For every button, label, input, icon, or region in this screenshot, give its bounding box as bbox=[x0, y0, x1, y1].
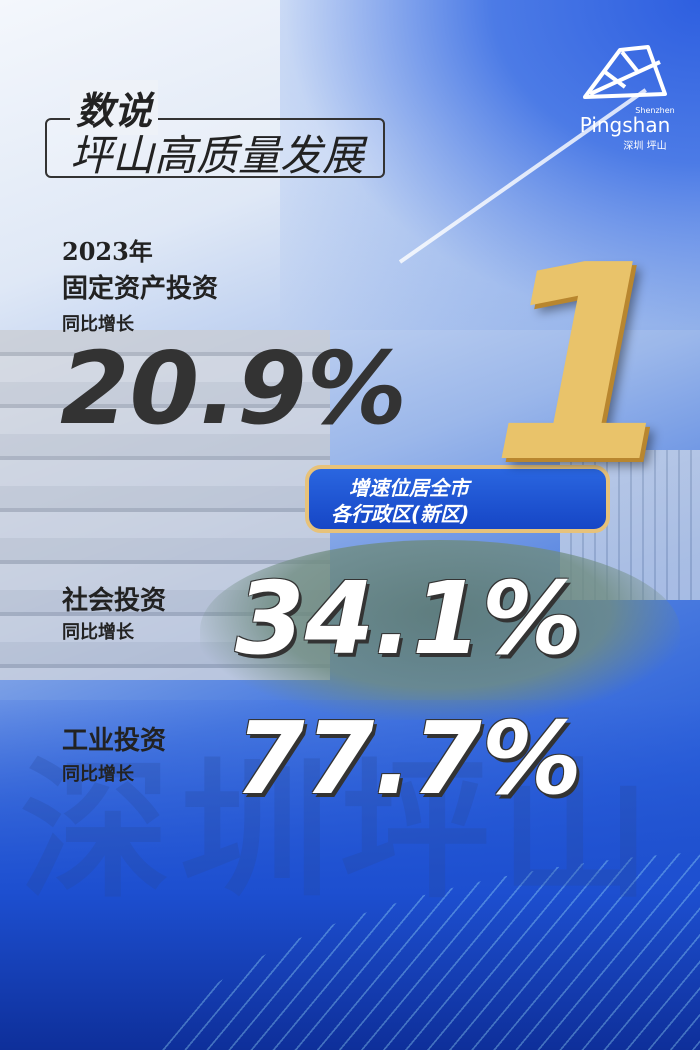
rank-badge: 增速位居全市 各行政区(新区) bbox=[305, 465, 610, 533]
industrial-sub: 同比增长 bbox=[62, 764, 134, 785]
bottom-gradient bbox=[0, 700, 700, 1050]
mountain-logo-icon bbox=[583, 45, 667, 99]
social-label: 社会投资 bbox=[62, 586, 167, 616]
fixed-asset-value: 20.9% bbox=[60, 330, 407, 447]
social-value: 34.1% bbox=[235, 560, 582, 677]
social-sub: 同比增长 bbox=[62, 622, 134, 643]
title-line2: 坪山高质量发展 bbox=[70, 131, 365, 180]
year-label: 2023年 bbox=[62, 237, 153, 266]
rank-number: 1 bbox=[490, 207, 678, 522]
bg-glow bbox=[280, 0, 700, 330]
trees-image bbox=[200, 540, 680, 720]
fixed-asset-sub: 同比增长 bbox=[62, 314, 134, 335]
title-line1: 数说 bbox=[70, 80, 159, 135]
industrial-value: 77.7% bbox=[235, 700, 582, 817]
logo-cn: 深圳 坪山 bbox=[623, 141, 667, 152]
logo-shenzhen: Shenzhen bbox=[635, 106, 675, 115]
industrial-label: 工业投资 bbox=[62, 726, 167, 756]
logo-pingshan: Pingshan bbox=[579, 113, 671, 137]
rank-line2: 各行政区(新区) bbox=[331, 502, 470, 526]
watermark: 深圳坪山 bbox=[20, 745, 661, 919]
fixed-asset-label: 固定资产投资 bbox=[62, 274, 219, 304]
pingshan-logo: Shenzhen Pingshan 深圳 坪山 bbox=[560, 42, 690, 152]
rank-line1: 增速位居全市 bbox=[349, 476, 469, 500]
